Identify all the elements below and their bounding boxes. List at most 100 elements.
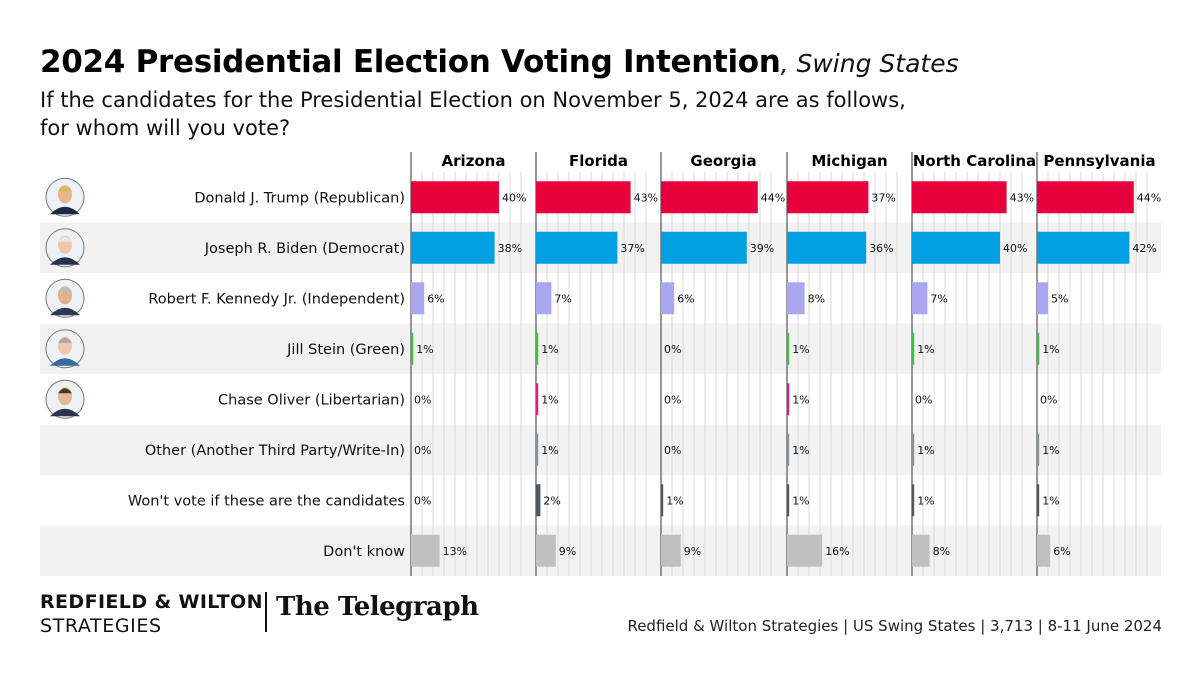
bar-florida-5 [536,433,539,466]
value-label: 0% [1040,393,1057,406]
chart-subtitle: , Swing States [780,49,959,78]
facet-header-florida: Florida [569,152,628,170]
biden-photo-suit [50,257,80,265]
source-note: Redfield & Wilton Strategies | US Swing … [627,617,1162,635]
value-label: 44% [1137,191,1161,204]
value-label: 1% [792,393,809,406]
facet-header-michigan: Michigan [811,152,887,170]
value-label: 0% [414,444,431,457]
value-label: 0% [915,393,932,406]
value-label: 39% [750,242,774,255]
bar-georgia-2 [661,282,675,315]
value-label: 1% [792,444,809,457]
category-label: Jill Stein (Green) [286,342,405,358]
value-label: 7% [554,292,571,305]
bar-georgia-0 [661,181,758,214]
category-label: Joseph R. Biden (Democrat) [204,241,405,257]
value-label: 0% [664,393,681,406]
bar-north-carolina-0 [912,181,1007,214]
bar-pennsylvania-3 [1037,332,1040,365]
value-label: 1% [792,343,809,356]
bar-arizona-2 [411,282,425,315]
category-label: Won't vote if these are the candidates [128,493,405,509]
bar-north-carolina-2 [912,282,928,315]
value-label: 5% [1051,292,1068,305]
bar-pennsylvania-0 [1037,181,1134,214]
value-label: 6% [677,292,694,305]
biden-photo-hair [58,236,72,242]
value-label: 8% [808,292,825,305]
bar-florida-6 [536,484,541,517]
redfield-wilton-logo: REDFIELD & WILTON STRATEGIES [40,590,263,638]
bar-pennsylvania-1 [1037,231,1130,264]
bar-arizona-1 [411,231,495,264]
value-label: 1% [541,343,558,356]
bar-pennsylvania-2 [1037,282,1048,315]
brand-line-2: STRATEGIES [40,615,162,637]
bar-michigan-6 [787,484,790,517]
value-label: 0% [414,393,431,406]
oliver-photo-suit [50,408,80,417]
category-label: Other (Another Third Party/Write-In) [145,443,405,459]
value-label: 1% [792,494,809,507]
value-label: 37% [871,191,895,204]
facet-header-georgia: Georgia [690,152,756,170]
value-label: 42% [1132,242,1156,255]
bar-north-carolina-3 [912,332,915,365]
value-label: 6% [427,292,444,305]
row-band [40,323,1161,374]
bar-michigan-5 [787,433,790,466]
value-label: 36% [869,242,893,255]
value-label: 1% [917,444,934,457]
bar-michigan-2 [787,282,805,315]
value-label: 2% [543,494,560,507]
bar-michigan-4 [787,383,790,416]
bar-michigan-1 [787,231,867,264]
value-label: 1% [541,393,558,406]
value-label: 40% [502,191,526,204]
bar-pennsylvania-6 [1037,484,1040,517]
value-label: 9% [559,545,576,558]
category-label: Donald J. Trump (Republican) [194,190,405,206]
stein-photo-hair [58,337,72,343]
bar-florida-3 [536,332,539,365]
value-label: 0% [664,444,681,457]
bar-north-carolina-1 [912,231,1000,264]
value-label: 43% [1010,191,1034,204]
trump-photo-hair [58,186,72,192]
value-label: 8% [933,545,950,558]
bar-florida-2 [536,282,552,315]
value-label: 1% [1042,343,1059,356]
bar-arizona-0 [411,181,499,214]
value-label: 1% [666,494,683,507]
bar-florida-1 [536,231,618,264]
bar-pennsylvania-5 [1037,433,1040,466]
kennedy-photo-suit [50,307,80,316]
survey-question: If the candidates for the Presidential E… [40,88,906,140]
value-label: 44% [761,191,785,204]
brand-line-1: REDFIELD & WILTON [40,591,263,613]
oliver-photo-hair [58,388,72,394]
bar-michigan-7 [787,534,823,567]
value-label: 1% [917,343,934,356]
logo-divider [265,592,267,632]
bar-georgia-6 [661,484,664,517]
category-label: Don't know [323,544,405,560]
value-label: 9% [684,545,701,558]
value-label: 1% [917,494,934,507]
value-label: 40% [1003,242,1027,255]
telegraph-logo: The Telegraph [276,592,479,622]
value-label: 13% [443,545,467,558]
bar-georgia-1 [661,231,747,264]
value-label: 7% [930,292,947,305]
bar-arizona-7 [411,534,440,567]
chart-title: 2024 Presidential Election Voting Intent… [40,44,781,80]
bar-michigan-3 [787,332,790,365]
bar-north-carolina-6 [912,484,915,517]
bar-georgia-7 [661,534,681,567]
facet-header-north-carolina: North Carolina [913,152,1036,170]
value-label: 38% [498,242,522,255]
row-band [40,525,1161,576]
facet-header-pennsylvania: Pennsylvania [1043,152,1155,170]
